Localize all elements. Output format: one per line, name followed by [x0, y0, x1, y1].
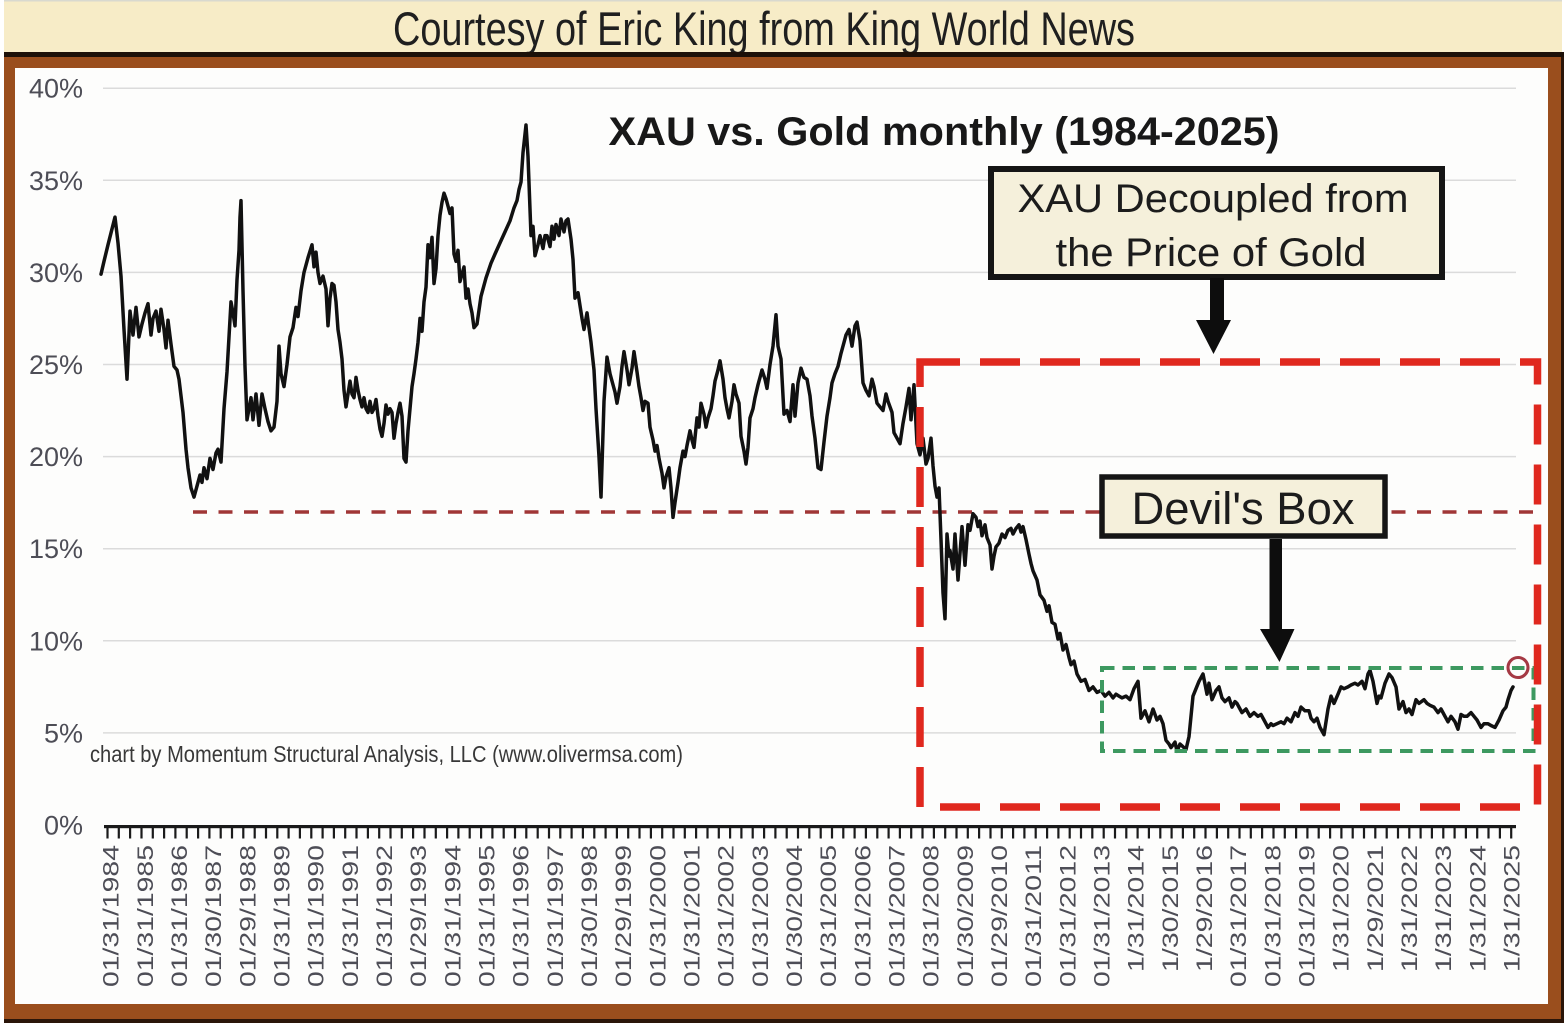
- svg-text:01/31/2012: 01/31/2012: [1055, 845, 1080, 987]
- svg-text:10%: 10%: [29, 626, 83, 656]
- svg-text:1/29/2021: 1/29/2021: [1363, 845, 1388, 972]
- svg-text:1/31/2022: 1/31/2022: [1397, 845, 1422, 972]
- svg-text:01/31/1986: 01/31/1986: [167, 845, 192, 987]
- svg-text:the Price of Gold: the Price of Gold: [1056, 231, 1367, 275]
- svg-text:1/31/2024: 1/31/2024: [1465, 845, 1490, 972]
- svg-text:01/31/2011: 01/31/2011: [1021, 845, 1046, 987]
- svg-text:30%: 30%: [29, 258, 83, 288]
- svg-text:01/31/2019: 01/31/2019: [1295, 845, 1320, 987]
- svg-text:1/31/2020: 1/31/2020: [1329, 845, 1354, 972]
- svg-text:01/31/1991: 01/31/1991: [338, 845, 363, 987]
- svg-text:01/31/2005: 01/31/2005: [816, 845, 841, 987]
- svg-text:35%: 35%: [29, 166, 83, 196]
- svg-text:01/30/2004: 01/30/2004: [782, 845, 807, 987]
- svg-text:01/29/1988: 01/29/1988: [235, 845, 260, 987]
- svg-text:01/31/2013: 01/31/2013: [1090, 845, 1115, 987]
- svg-text:1/31/2025: 1/31/2025: [1500, 845, 1525, 972]
- svg-text:1/31/2014: 1/31/2014: [1124, 845, 1149, 972]
- svg-text:01/31/1994: 01/31/1994: [440, 845, 465, 987]
- svg-text:01/31/1984: 01/31/1984: [99, 845, 124, 987]
- svg-text:01/29/2010: 01/29/2010: [987, 845, 1012, 987]
- svg-text:Devil's Box: Devil's Box: [1132, 483, 1356, 534]
- svg-text:01/31/2003: 01/31/2003: [748, 845, 773, 987]
- svg-text:01/31/2002: 01/31/2002: [714, 845, 739, 987]
- svg-text:01/31/1996: 01/31/1996: [509, 845, 534, 987]
- svg-text:1/31/2023: 1/31/2023: [1431, 845, 1456, 972]
- svg-text:5%: 5%: [44, 718, 83, 748]
- svg-text:chart by Momentum Structural A: chart by Momentum Structural Analysis, L…: [90, 741, 683, 767]
- svg-text:01/30/2009: 01/30/2009: [953, 845, 978, 987]
- svg-text:XAU Decoupled from: XAU Decoupled from: [1018, 177, 1409, 221]
- svg-text:01/31/2018: 01/31/2018: [1260, 845, 1285, 987]
- svg-text:XAU vs. Gold monthly (1984-202: XAU vs. Gold monthly (1984-2025): [609, 110, 1280, 154]
- svg-text:01/31/2007: 01/31/2007: [885, 845, 910, 987]
- svg-text:01/31/1992: 01/31/1992: [372, 845, 397, 987]
- svg-text:01/31/1989: 01/31/1989: [270, 845, 295, 987]
- svg-text:01/31/1995: 01/31/1995: [475, 845, 500, 987]
- svg-text:01/31/2001: 01/31/2001: [680, 845, 705, 987]
- svg-text:01/30/1998: 01/30/1998: [577, 845, 602, 987]
- svg-text:01/30/1987: 01/30/1987: [201, 845, 226, 987]
- svg-text:01/29/1999: 01/29/1999: [611, 845, 636, 987]
- svg-text:20%: 20%: [29, 442, 83, 472]
- svg-text:1/29/2016: 1/29/2016: [1192, 845, 1217, 972]
- svg-text:01/31/2008: 01/31/2008: [919, 845, 944, 987]
- svg-text:Courtesy of Eric King from Kin: Courtesy of Eric King from King World Ne…: [393, 2, 1135, 55]
- svg-text:01/31/1985: 01/31/1985: [133, 845, 158, 987]
- svg-text:01/31/2000: 01/31/2000: [645, 845, 670, 987]
- svg-text:01/29/1993: 01/29/1993: [406, 845, 431, 987]
- svg-text:01/31/2017: 01/31/2017: [1226, 845, 1251, 987]
- svg-text:15%: 15%: [29, 534, 83, 564]
- svg-text:0%: 0%: [44, 811, 83, 841]
- svg-text:01/31/1990: 01/31/1990: [304, 845, 329, 987]
- svg-text:01/31/2006: 01/31/2006: [850, 845, 875, 987]
- svg-text:1/30/2015: 1/30/2015: [1158, 845, 1183, 972]
- svg-text:25%: 25%: [29, 350, 83, 380]
- svg-text:40%: 40%: [29, 74, 83, 104]
- svg-text:01/31/1997: 01/31/1997: [543, 845, 568, 987]
